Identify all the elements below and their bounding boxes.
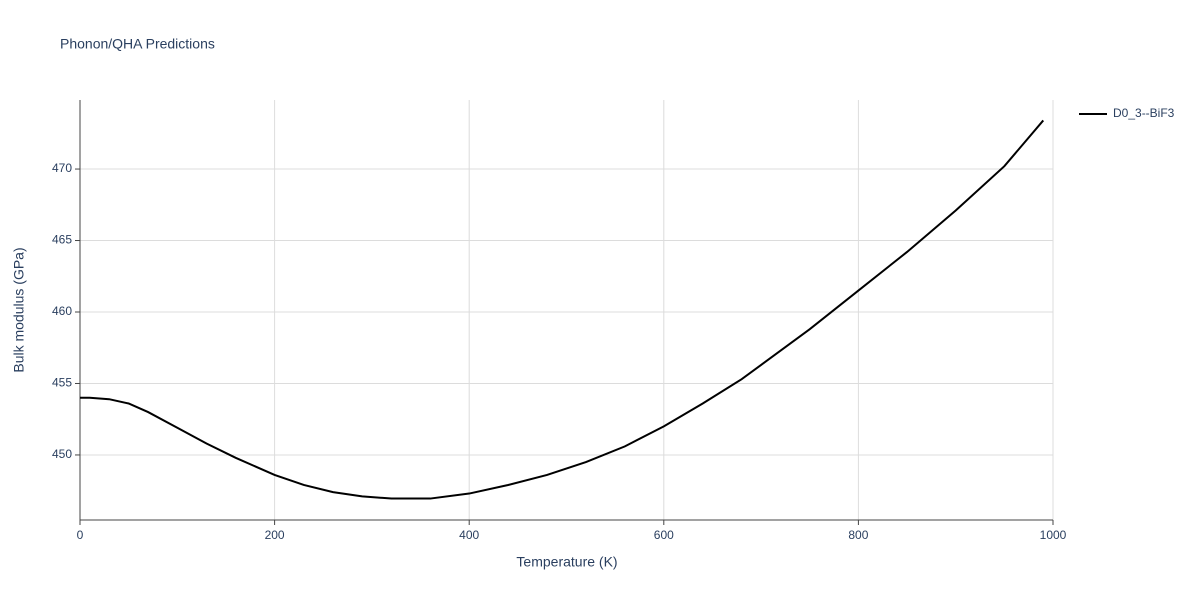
- y-tick-label: 460: [52, 304, 72, 318]
- legend-label: D0_3--BiF3: [1113, 106, 1175, 120]
- x-tick-label: 0: [77, 528, 84, 542]
- x-tick-label: 200: [265, 528, 285, 542]
- y-tick-label: 450: [52, 447, 72, 461]
- y-tick-label: 465: [52, 233, 72, 247]
- x-tick-label: 600: [654, 528, 674, 542]
- y-tick-label: 470: [52, 161, 72, 175]
- x-axis-label: Temperature (K): [516, 554, 617, 570]
- x-tick-label: 400: [459, 528, 479, 542]
- line-series: [80, 119, 1045, 500]
- x-tick-label: 1000: [1040, 528, 1067, 542]
- y-tick-label: 455: [52, 376, 72, 390]
- x-tick-label: 800: [848, 528, 868, 542]
- y-axis-label: Bulk modulus (GPa): [11, 247, 27, 372]
- chart-title: Phonon/QHA Predictions: [60, 36, 215, 52]
